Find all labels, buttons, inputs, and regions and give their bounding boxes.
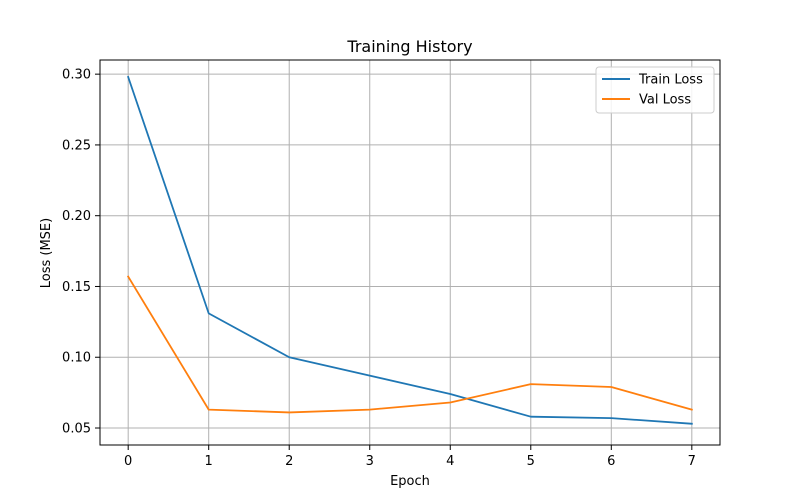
plot-frame	[99, 59, 721, 446]
legend-entry: Val Loss	[639, 93, 691, 108]
y-axis-label: Loss (MSE)	[39, 218, 54, 288]
series-layer	[126, 75, 693, 425]
legend-entry: Train Loss	[638, 73, 703, 88]
x-tick-label: 3	[366, 454, 374, 469]
y-tick-label: 0.10	[62, 351, 91, 366]
y-tick-label: 0.15	[62, 280, 91, 295]
legend: Train Loss Val Loss	[595, 66, 715, 114]
x-tick-label: 7	[688, 454, 696, 469]
x-tick-label: 0	[124, 454, 132, 469]
y-tick-label: 0.05	[62, 422, 91, 437]
series-line-train-loss	[127, 75, 693, 425]
x-tick-label: 5	[527, 454, 535, 469]
y-tick-label: 0.20	[62, 209, 91, 224]
x-tick-label: 6	[607, 454, 615, 469]
x-tick-label: 4	[446, 454, 454, 469]
y-tick-label: 0.30	[62, 68, 91, 83]
x-tick-label: 1	[205, 454, 213, 469]
x-axis: 0 1 2 3 4 5 6 7	[124, 445, 696, 469]
y-axis: 0.05 0.10 0.15 0.20 0.25 0.30	[62, 68, 100, 437]
chart-title: Training History	[346, 37, 472, 56]
x-axis-label: Epoch	[390, 474, 430, 489]
grid	[100, 60, 720, 445]
y-tick-label: 0.25	[62, 138, 91, 153]
x-tick-label: 2	[285, 454, 293, 469]
series-line-val-loss	[126, 275, 693, 414]
